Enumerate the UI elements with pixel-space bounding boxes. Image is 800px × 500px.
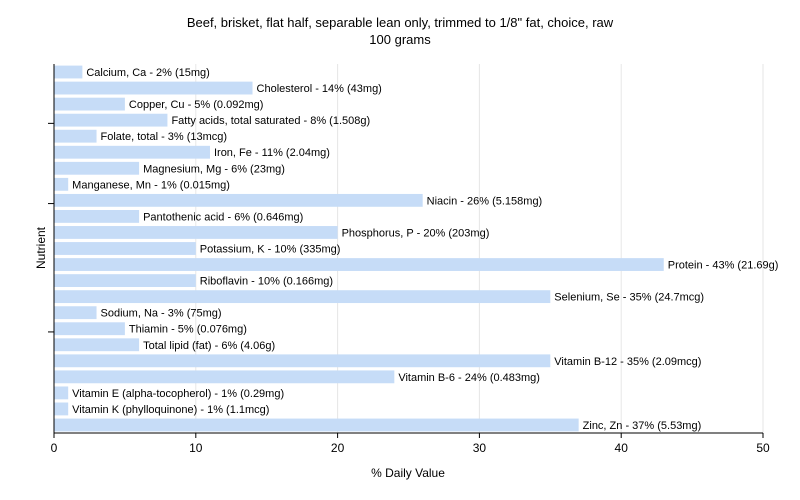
bar [54, 81, 253, 95]
chart-title: Beef, brisket, flat half, separable lean… [0, 14, 800, 48]
x-tick-label: 50 [756, 441, 770, 455]
bar [54, 145, 210, 159]
bar-label: Sodium, Na - 3% (75mg) [101, 308, 222, 320]
bar [54, 177, 69, 191]
x-tick-label: 20 [331, 441, 345, 455]
bar-label: Vitamin B-12 - 35% (2.09mcg) [554, 356, 701, 368]
bar [54, 209, 140, 223]
bar [54, 226, 338, 239]
bar [54, 129, 97, 143]
x-tick-label: 30 [473, 441, 487, 455]
chart-subtitle: 100 grams [369, 32, 431, 47]
bar-label: Fatty acids, total saturated - 8% (1.508… [171, 115, 370, 127]
bar-label: Folate, total - 3% (13mcg) [101, 131, 228, 143]
bar-label: Riboflavin - 10% (0.166mg) [200, 276, 333, 288]
x-tick-label: 0 [51, 441, 58, 455]
axes: 0 10 20 30 40 50 [48, 64, 770, 455]
bar-label: Vitamin K (phylloquinone) - 1% (1.1mcg) [72, 404, 269, 416]
bar [54, 322, 125, 336]
bar-label: Calcium, Ca - 2% (15mg) [86, 67, 209, 79]
bar [54, 354, 551, 368]
bar-label: Copper, Cu - 5% (0.092mg) [129, 99, 264, 111]
bar-label: Manganese, Mn - 1% (0.015mg) [72, 179, 230, 191]
bar-label: Zinc, Zn - 37% (5.53mg) [583, 420, 702, 432]
x-axis-title: % Daily Value [371, 466, 445, 480]
bar [54, 161, 140, 175]
bar [54, 402, 69, 416]
y-axis-title: Nutrient [34, 226, 48, 269]
bar-label: Selenium, Se - 35% (24.7mcg) [554, 292, 704, 304]
bar [54, 274, 196, 288]
chart-title-line: Beef, brisket, flat half, separable lean… [186, 15, 614, 30]
x-tick-label: 40 [615, 441, 629, 455]
bar-label: Protein - 43% (21.69g) [668, 260, 779, 272]
bar-label: Iron, Fe - 11% (2.04mg) [214, 147, 330, 159]
bar [54, 65, 83, 79]
bar-label: Phosphorus, P - 20% (203mg) [342, 227, 490, 239]
bar [54, 418, 579, 432]
x-tick-label: 10 [189, 441, 203, 455]
bar [54, 97, 125, 111]
bar-label: Pantothenic acid - 6% (0.646mg) [143, 211, 303, 223]
bar-label: Vitamin E (alpha-tocopherol) - 1% (0.29m… [72, 388, 284, 400]
bar-label: Vitamin B-6 - 24% (0.483mg) [398, 372, 540, 384]
bar [54, 242, 196, 255]
bar [54, 113, 168, 127]
bar-label: Cholesterol - 14% (43mg) [257, 83, 382, 95]
bar [54, 306, 97, 320]
bar [54, 193, 423, 207]
bar-label: Thiamin - 5% (0.076mg) [129, 324, 247, 336]
bar-label: Potassium, K - 10% (335mg) [200, 244, 341, 256]
bars: Calcium, Ca - 2% (15mg) Cholesterol - 14%… [54, 65, 779, 432]
bar [54, 258, 664, 271]
bar [54, 386, 69, 400]
bar [54, 290, 551, 304]
bar [54, 370, 395, 384]
bar-label: Niacin - 26% (5.158mg) [427, 195, 543, 207]
bar [54, 338, 140, 352]
bar-label: Total lipid (fat) - 6% (4.06g) [143, 340, 275, 352]
bar-label: Magnesium, Mg - 6% (23mg) [143, 163, 285, 175]
